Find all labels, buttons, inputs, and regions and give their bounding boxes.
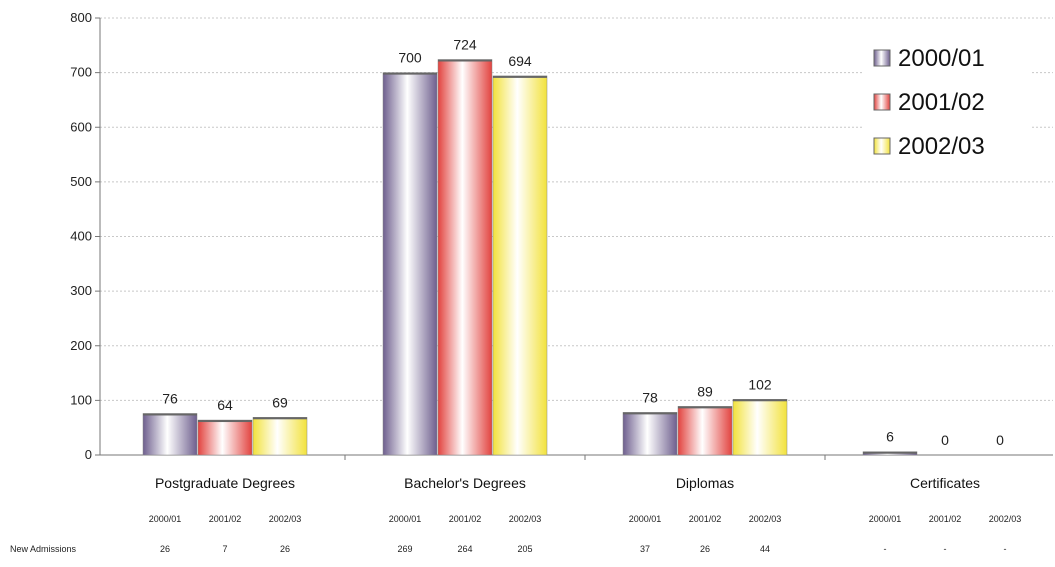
- category-label: Diplomas: [676, 475, 734, 491]
- bar-2000-01-2: [622, 412, 678, 456]
- table-admissions-value: 26: [160, 544, 170, 554]
- grid-lines: [100, 17, 1053, 401]
- bar-2000-01-0: [142, 413, 198, 456]
- bar-2002-03-2: [732, 399, 788, 456]
- bar-top-edge: [863, 451, 917, 454]
- bar-2002-03-0: [252, 417, 308, 456]
- data-label: 694: [508, 53, 532, 69]
- bars: [142, 59, 918, 456]
- legend-swatch: [873, 49, 891, 67]
- table-year-label: 2002/03: [509, 514, 542, 524]
- y-tick-label: 300: [70, 283, 92, 298]
- table-year-label: 2002/03: [989, 514, 1022, 524]
- table-year-label: 2000/01: [629, 514, 662, 524]
- category-label: Bachelor's Degrees: [404, 475, 526, 491]
- admissions-table: New Admissions 2000/01 26 2001/02 7 2002/03 26…: [10, 514, 1021, 554]
- y-tick-label: 800: [70, 10, 92, 25]
- bar-2001-02-2: [677, 406, 733, 456]
- table-year-label: 2001/02: [689, 514, 722, 524]
- y-tick-label: 700: [70, 65, 92, 80]
- category-labels: Postgraduate Degrees Bachelor's Degrees Di…: [155, 475, 980, 491]
- table-year-label: 2002/03: [749, 514, 782, 524]
- table-admissions-value: 264: [457, 544, 472, 554]
- legend-swatch: [873, 93, 891, 111]
- data-label: 0: [996, 432, 1004, 448]
- table-admissions-value: 44: [760, 544, 770, 554]
- legend-label: 2000/01: [898, 45, 985, 72]
- bar-top-edge: [733, 399, 787, 402]
- table-admissions-value: 26: [700, 544, 710, 554]
- y-tick-label: 400: [70, 229, 92, 244]
- bar-2000-01-1: [382, 72, 438, 456]
- new-admissions-row-label: New Admissions: [10, 544, 77, 554]
- data-label: 700: [398, 50, 422, 66]
- data-label: 69: [272, 394, 288, 410]
- data-label: 6: [886, 429, 894, 445]
- category-label: Certificates: [910, 475, 980, 491]
- table-year-label: 2000/01: [389, 514, 422, 524]
- table-year-label: 2001/02: [209, 514, 242, 524]
- data-labels: 76 64 69 700 724 694 78 89 102 6 0 0: [162, 37, 1004, 448]
- bar-top-edge: [678, 406, 732, 409]
- bar-top-edge: [623, 412, 677, 415]
- table-year-label: 2002/03: [269, 514, 302, 524]
- table-admissions-value: 205: [517, 544, 532, 554]
- table-admissions-value: 37: [640, 544, 650, 554]
- category-label: Postgraduate Degrees: [155, 475, 295, 491]
- data-label: 102: [748, 376, 772, 392]
- table-year-label: 2000/01: [149, 514, 182, 524]
- bar-top-edge: [143, 413, 197, 416]
- bar-top-edge: [493, 75, 547, 78]
- table-admissions-value: -: [944, 544, 947, 554]
- data-label: 76: [162, 390, 178, 406]
- bar-top-edge: [383, 72, 437, 75]
- bar-top-edge: [438, 59, 492, 62]
- bar-top-edge: [198, 420, 252, 423]
- table-admissions-value: -: [1004, 544, 1007, 554]
- legend: 2000/01 2001/02 2002/03: [862, 34, 1032, 174]
- legend-label: 2002/03: [898, 133, 985, 160]
- data-label: 64: [217, 397, 233, 413]
- y-tick-label: 600: [70, 119, 92, 134]
- y-tick-label: 100: [70, 392, 92, 407]
- table-year-label: 2000/01: [869, 514, 902, 524]
- data-label: 0: [941, 432, 949, 448]
- table-year-label: 2001/02: [449, 514, 482, 524]
- legend-swatch: [873, 137, 891, 155]
- table-admissions-value: -: [884, 544, 887, 554]
- bar-top-edge: [253, 417, 307, 420]
- legend-label: 2001/02: [898, 89, 985, 116]
- table-admissions-value: 7: [222, 544, 227, 554]
- y-tick-label: 500: [70, 174, 92, 189]
- data-label: 89: [697, 383, 713, 399]
- bar-2001-02-1: [437, 59, 493, 456]
- y-tick-label: 200: [70, 338, 92, 353]
- y-tick-label: 0: [85, 447, 92, 462]
- bar-2001-02-0: [197, 419, 253, 456]
- table-year-label: 2001/02: [929, 514, 962, 524]
- table-admissions-value: 26: [280, 544, 290, 554]
- data-label: 78: [642, 389, 658, 405]
- bar-2002-03-1: [492, 75, 548, 456]
- table-admissions-value: 269: [397, 544, 412, 554]
- data-label: 724: [453, 37, 477, 53]
